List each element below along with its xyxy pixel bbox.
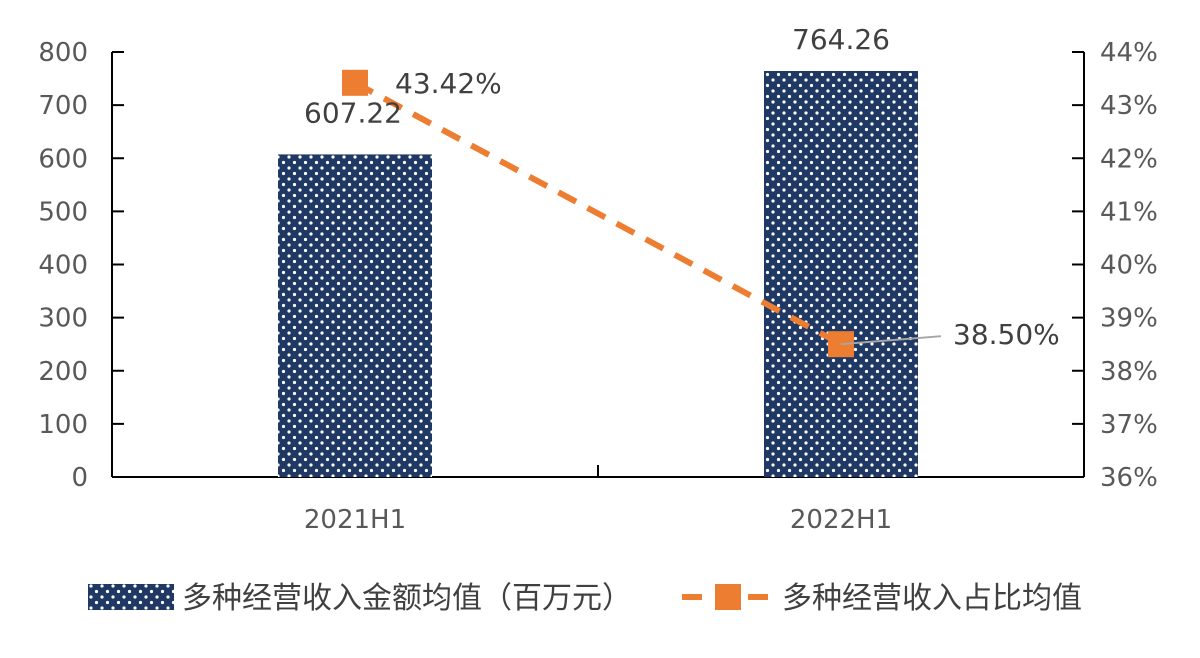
legend-line-label: 多种经营收入占比均值 (782, 581, 1082, 616)
data-labels: 607.22 764.26 43.42% 38.50% (304, 23, 1060, 351)
line-series (342, 69, 854, 358)
x-axis-labels: 2021H1 2022H1 (304, 505, 892, 535)
left-tick-label: 700 (38, 91, 88, 121)
line-data-label: 43.42% (395, 67, 502, 100)
left-tick-label: 800 (38, 38, 88, 68)
line-path (353, 80, 843, 347)
bar-data-label: 607.22 (304, 96, 402, 129)
right-tick-label: 38% (1100, 357, 1158, 387)
bar-data-label: 764.26 (792, 23, 890, 56)
left-tick-label: 400 (38, 251, 88, 281)
leader-line (840, 335, 942, 346)
legend-bar-label: 多种经营收入金额均值（百万元） (182, 581, 632, 616)
right-tick-label: 44% (1100, 38, 1158, 68)
left-tick-label: 100 (38, 410, 88, 440)
right-tick-label: 42% (1100, 144, 1158, 174)
left-tick-label: 600 (38, 144, 88, 174)
x-tick-label: 2021H1 (304, 505, 406, 535)
left-tick-label: 300 (38, 304, 88, 334)
right-tick-label: 39% (1100, 304, 1158, 334)
left-tick-label: 500 (38, 197, 88, 227)
x-tick-label: 2022H1 (790, 505, 892, 535)
axes (111, 52, 1085, 478)
legend-bar-swatch (88, 584, 174, 610)
legend-line-marker (715, 584, 741, 610)
right-tick-label: 41% (1100, 197, 1158, 227)
line-marker (342, 69, 368, 96)
right-tick-label: 37% (1100, 410, 1158, 440)
line-data-label: 38.50% (953, 318, 1060, 351)
left-tick-label: 0 (71, 463, 88, 493)
left-tick-label: 200 (38, 357, 88, 387)
right-tick-label: 43% (1100, 91, 1158, 121)
right-tick-label: 36% (1100, 463, 1158, 493)
left-axis-ticks: 0 100 200 300 400 500 600 700 800 (38, 38, 124, 493)
bar (764, 70, 918, 477)
legend: 多种经营收入金额均值（百万元） 多种经营收入占比均值 (88, 581, 1082, 616)
right-tick-label: 40% (1100, 251, 1158, 281)
bar (278, 154, 432, 477)
bar-series (278, 70, 918, 477)
right-axis-ticks: 36% 37% 38% 39% 40% 41% 42% 43% 44% (1072, 38, 1158, 493)
